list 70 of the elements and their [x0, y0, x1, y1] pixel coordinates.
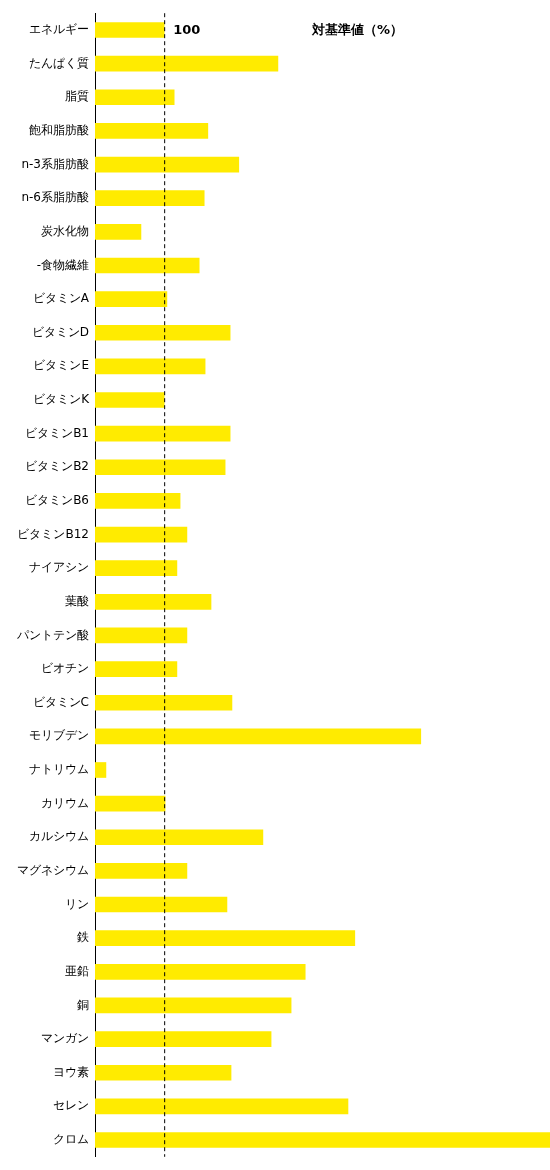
y-tick-label: ビタミンB12	[17, 526, 89, 541]
y-tick-label: 飽和脂肪酸	[29, 123, 89, 138]
bar	[95, 324, 231, 341]
bar	[95, 694, 233, 711]
y-tick-label: ビタミンB2	[25, 459, 89, 474]
y-tick-label: セレン	[53, 1098, 89, 1113]
y-tick-label: カルシウム	[29, 829, 89, 844]
bar	[95, 425, 231, 442]
y-tick-label: ビタミンC	[32, 694, 89, 709]
y-tick-label: たんぱく質	[29, 55, 89, 70]
bar	[95, 358, 206, 375]
y-tick-label: 脂質	[65, 89, 89, 104]
bar	[95, 1132, 550, 1148]
bar	[95, 55, 279, 72]
y-tick-label: ビタミンB6	[25, 493, 89, 508]
bar	[95, 123, 209, 139]
y-tick-label: エネルギー	[29, 22, 89, 37]
bar	[95, 795, 166, 812]
y-tick-label: カリウム	[41, 795, 89, 810]
y-tick-label: ビタミンE	[33, 358, 89, 373]
bar	[95, 997, 292, 1014]
y-tick-label: ナイアシン	[29, 560, 89, 575]
bar	[95, 896, 228, 913]
bar	[95, 22, 165, 38]
y-tick-label: 銅	[77, 997, 89, 1012]
bar	[95, 493, 181, 509]
y-tick-label: 亜鉛	[65, 963, 89, 978]
bar	[95, 560, 178, 577]
bar	[95, 291, 168, 307]
bar	[95, 661, 178, 677]
y-tick-label: モリブデン	[29, 728, 89, 743]
text: 対基準値（%）	[311, 21, 404, 37]
y-tick-label: -食物繊維	[36, 257, 89, 272]
y-tick-label: 葉酸	[65, 593, 89, 608]
y-tick-label: ビタミンK	[33, 392, 91, 407]
y-tick-label: 炭水化物	[41, 223, 89, 238]
bar	[95, 593, 212, 610]
bar	[95, 224, 142, 240]
bar	[95, 1098, 349, 1115]
bar	[95, 257, 200, 274]
y-tick-label: マンガン	[41, 1031, 89, 1046]
bar	[95, 627, 188, 644]
bar	[95, 930, 356, 946]
bar	[95, 1031, 272, 1047]
bar	[95, 392, 165, 408]
bar	[95, 728, 422, 745]
bar	[95, 829, 264, 846]
y-tick-label: リン	[65, 896, 89, 911]
y-tick-label: ヨウ素	[53, 1064, 89, 1079]
bar	[95, 526, 188, 543]
annotation: 100	[173, 21, 201, 37]
bar	[95, 762, 107, 778]
y-tick-label: 鉄	[77, 930, 89, 945]
y-tick-label: パントテン酸	[16, 627, 89, 642]
y-tick-label: クロム	[53, 1132, 89, 1147]
bar	[95, 863, 188, 879]
y-tick-label: マグネシウム	[17, 863, 89, 878]
y-tick-label: ビタミンB1	[25, 425, 89, 440]
bar	[95, 459, 226, 476]
y-tick-label: ビタミンD	[31, 324, 89, 339]
bar	[95, 190, 205, 207]
y-tick-label: n-3系脂肪酸	[21, 156, 89, 171]
y-tick-label: ナトリウム	[29, 762, 89, 777]
y-tick-label: ビタミンA	[32, 291, 90, 306]
y-tick-label: ビオチン	[41, 661, 89, 676]
bar	[95, 963, 306, 980]
bar	[95, 1064, 232, 1081]
bar	[95, 89, 175, 106]
bar	[95, 156, 240, 173]
y-tick-label: n-6系脂肪酸	[21, 190, 89, 205]
